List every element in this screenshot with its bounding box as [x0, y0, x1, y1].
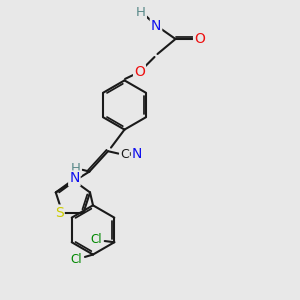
Text: C: C	[120, 148, 129, 161]
Text: Cl: Cl	[71, 254, 82, 266]
Text: O: O	[194, 32, 205, 46]
Text: N: N	[69, 172, 80, 185]
Text: H: H	[136, 6, 146, 19]
Text: O: O	[134, 65, 145, 79]
Text: H: H	[71, 162, 81, 175]
Text: N: N	[132, 147, 142, 161]
Text: S: S	[55, 206, 64, 220]
Text: N: N	[151, 19, 161, 32]
Text: Cl: Cl	[90, 233, 101, 246]
